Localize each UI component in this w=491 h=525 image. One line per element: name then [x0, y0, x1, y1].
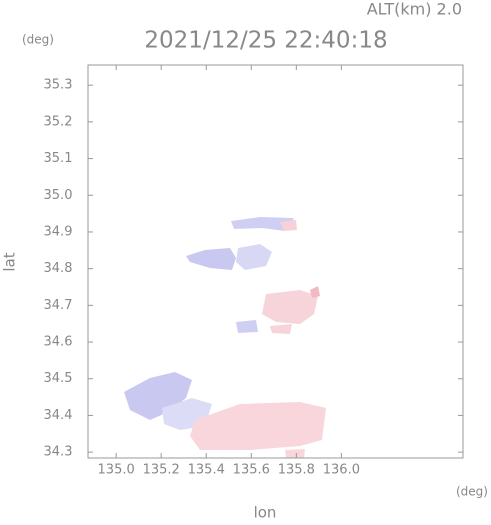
y-tick-label: 34.5 — [44, 371, 73, 386]
echo-blue — [236, 244, 272, 270]
echo-blue — [186, 248, 236, 270]
echo-areas — [124, 217, 326, 458]
echo-blue — [236, 320, 258, 333]
echo-pink — [270, 324, 292, 334]
x-axis-label: lon — [254, 504, 277, 522]
chart-subtitle: ALT(km) 2.0 — [367, 0, 462, 19]
y-tick-label: 34.4 — [44, 408, 73, 423]
x-tick-label: 135.6 — [233, 463, 270, 478]
x-unit: (deg) — [456, 485, 488, 499]
x-tick-label: 135.4 — [188, 463, 225, 478]
y-tick-label: 35.1 — [44, 151, 73, 166]
echo-blue — [124, 372, 192, 420]
y-tick-label: 35.2 — [44, 114, 73, 129]
plot-frame — [87, 64, 464, 459]
x-tick-label: 135.2 — [143, 463, 180, 478]
y-tick-label: 34.9 — [44, 224, 73, 239]
y-unit: (deg) — [22, 33, 54, 47]
x-tick-label: 136.0 — [323, 463, 360, 478]
echo-pink — [190, 402, 326, 450]
y-tick-label: 35.0 — [44, 188, 73, 203]
chart-title: 2021/12/25 22:40:18 — [144, 28, 387, 54]
y-tick-label: 34.8 — [44, 261, 73, 276]
echo-blue — [231, 217, 296, 231]
x-tick-label: 135.8 — [278, 463, 315, 478]
y-axis-label: lat — [1, 252, 19, 271]
echo-pink — [280, 220, 297, 231]
y-tick-label: 34.3 — [44, 445, 73, 460]
x-tick-label: 135.0 — [98, 463, 135, 478]
echo-pink — [285, 449, 305, 458]
echo-pink — [262, 290, 318, 324]
y-tick-label: 34.7 — [44, 298, 73, 313]
echo-pink — [310, 286, 320, 298]
y-tick-label: 35.3 — [44, 78, 73, 93]
y-tick-label: 34.6 — [44, 335, 73, 350]
